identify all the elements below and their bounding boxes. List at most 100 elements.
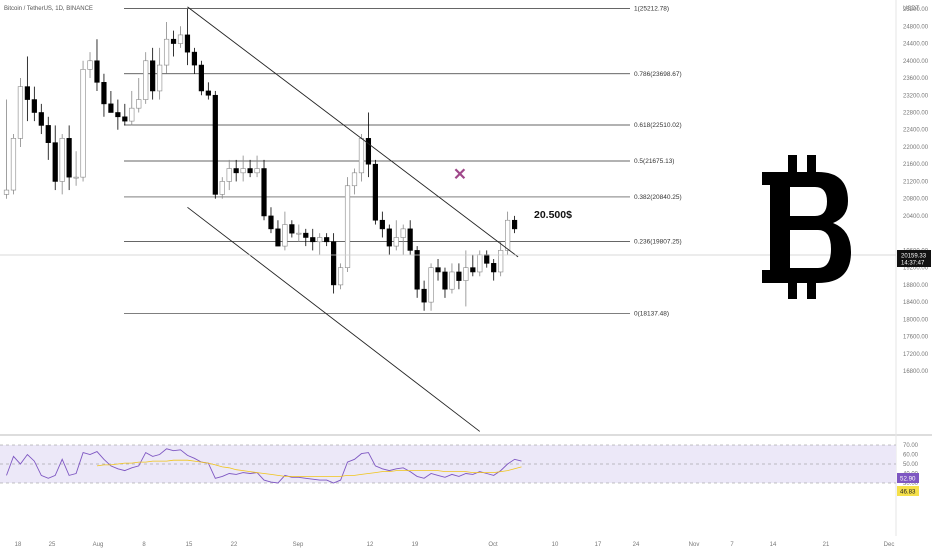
candle-bull (240, 168, 246, 174)
time-tick-label: Dec (884, 542, 895, 548)
time-tick-label: 10 (552, 542, 559, 548)
price-axis-ticks: 25200.00 24800.00 24400.00 24000.00 23600.00… (903, 7, 929, 375)
fib-label: 1(25212.78) (634, 6, 669, 13)
candle-bear (122, 116, 128, 122)
candle-bear (150, 60, 156, 92)
candle-bull (17, 86, 24, 139)
candle-bear (456, 271, 462, 281)
time-tick-label: 15 (186, 542, 193, 548)
price-tick-label: 21200.00 (903, 179, 929, 185)
time-axis-ticks: 18 25 Aug 8 15 22 Sep 12 19 Oct 10 17 24 Nov 7 14 21 Dec (15, 542, 895, 548)
candle-bear (268, 215, 274, 230)
time-tick-label: Aug (93, 542, 104, 548)
candle-bull (226, 168, 232, 182)
candle-bear (484, 254, 490, 264)
fib-label: 0.236(19807.25) (634, 239, 682, 246)
candle-bear (421, 288, 427, 303)
channel-line-upper (187, 6, 519, 258)
price-tick-label: 25200.00 (903, 7, 929, 13)
rsi-band-group (0, 444, 896, 484)
candle-bear (205, 90, 211, 96)
time-tick-label: 22 (231, 542, 238, 548)
candle-bull (59, 138, 65, 182)
fib-label: 0.786(23698.67) (634, 71, 682, 78)
candle-bull (317, 237, 323, 243)
candle-bear (365, 138, 372, 165)
price-tick-label: 22400.00 (903, 128, 929, 134)
time-tick-label: 7 (730, 542, 734, 548)
candle-bear (233, 168, 239, 174)
candle-bull (219, 181, 225, 195)
candle-bear (289, 224, 295, 234)
candle-bear (24, 86, 30, 100)
channel-line-lower (187, 206, 481, 432)
candle-bull (358, 138, 365, 174)
price-tick-label: 24000.00 (903, 59, 929, 65)
price-tick-label: 23600.00 (903, 76, 929, 82)
candle-bear (212, 94, 218, 195)
candle-bear (303, 232, 309, 238)
last-price-value: 20159.33 (901, 254, 927, 260)
candle-bear (331, 241, 337, 286)
candle-bull (3, 189, 10, 195)
price-tick-label: 17200.00 (903, 352, 929, 358)
candle-bear (66, 138, 72, 178)
target-price-label[interactable]: 20.500$ (534, 209, 572, 221)
candle-bear (115, 112, 121, 118)
rsi-tick-label: 70.00 (903, 443, 919, 449)
price-tick-label: 18800.00 (903, 283, 929, 289)
time-tick-label: 19 (412, 542, 419, 548)
candle-bear (442, 271, 448, 290)
candle-bull (163, 38, 170, 66)
rsi-value: 52.90 (900, 476, 916, 483)
candle-bull (296, 232, 302, 235)
time-tick-label: 18 (15, 542, 22, 548)
candle-bear (511, 219, 518, 230)
price-tick-label: 22000.00 (903, 145, 929, 151)
candle-bear (108, 103, 114, 113)
candle-bull (477, 254, 483, 273)
candle-bear (324, 237, 330, 243)
candle-bull (129, 107, 135, 122)
price-tick-label: 18400.00 (903, 300, 929, 306)
fib-label: 0.618(22510.02) (634, 122, 682, 129)
time-tick-label: Oct (488, 542, 498, 548)
rsi-ma-value: 46.83 (900, 489, 916, 496)
candle-bear (170, 38, 177, 44)
rsi-value-tag: 52.90 (897, 473, 919, 483)
price-tick-label: 24800.00 (903, 24, 929, 30)
candle-bull (344, 185, 351, 268)
rsi-tick-label: 50.00 (903, 462, 919, 468)
channel-lines (187, 6, 519, 432)
candle-bear (435, 267, 441, 273)
candle-bear (94, 60, 100, 83)
fib-label: 0.5(21675.13) (634, 158, 674, 165)
price-tick-label: 22800.00 (903, 110, 929, 116)
fib-label: 0.382(20840.25) (634, 194, 682, 201)
rsi-line (6, 448, 522, 484)
price-tick-label: 20400.00 (903, 214, 929, 220)
fib-levels: 1(25212.78) 0.786(23698.67) 0.618(22510.02… (124, 6, 682, 318)
time-tick-label: 8 (142, 542, 146, 548)
price-tick-label: 20800.00 (903, 197, 929, 203)
candle-bear (310, 237, 316, 243)
candle-bear (247, 168, 253, 174)
target-marker-icon[interactable] (454, 168, 466, 180)
candle-bear (101, 82, 107, 105)
candle-bear (275, 228, 281, 247)
time-tick-label: 14 (770, 542, 777, 548)
candle-bull (136, 99, 142, 109)
candle-bull (337, 267, 344, 286)
symbol-title[interactable]: Bitcoin / TetherUS, 1D, BINANCE (4, 6, 93, 12)
time-tick-label: 24 (633, 542, 640, 548)
candle-bull (87, 60, 93, 70)
candle-bear (379, 219, 385, 230)
candle-bull (400, 228, 406, 238)
rsi-tick-label: 30.00 (903, 481, 919, 487)
candle-bull (282, 224, 288, 247)
rsi-tick-label: 60.00 (903, 453, 919, 459)
candle-bear (386, 228, 392, 247)
candle-bull (80, 69, 86, 178)
candle-bull (505, 219, 511, 251)
